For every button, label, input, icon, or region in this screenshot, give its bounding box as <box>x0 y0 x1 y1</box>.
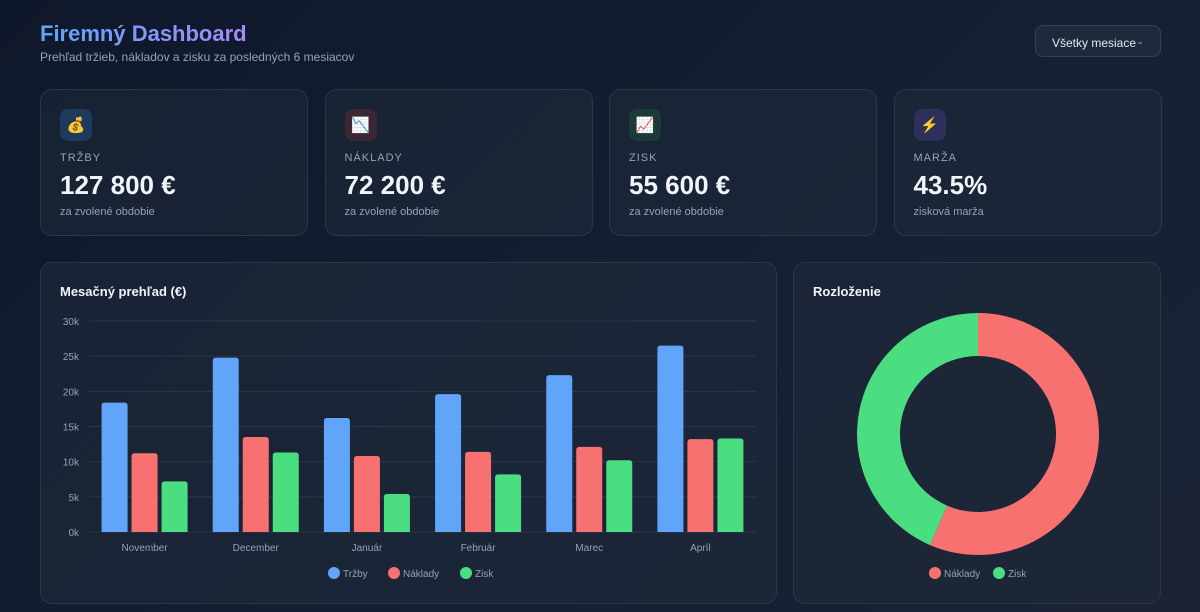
y-tick-label: 0k <box>68 528 80 539</box>
legend-label[interactable]: Tržby <box>343 569 368 580</box>
kpi-value: 43.5% <box>913 170 988 200</box>
legend-swatch <box>460 567 472 579</box>
legend-label[interactable]: Zisk <box>1008 569 1027 580</box>
bar-zisk[interactable] <box>717 438 744 532</box>
kpi-note: zisková marža <box>913 206 984 218</box>
bar-zisk[interactable] <box>272 452 299 532</box>
legend-swatch <box>328 567 340 579</box>
page-title: Firemný Dashboard <box>40 21 247 46</box>
legend-swatch <box>388 567 400 579</box>
legend-label[interactable]: Náklady <box>403 569 439 580</box>
x-tick-label: Apríl <box>690 543 711 554</box>
bar-náklady[interactable] <box>687 439 714 532</box>
bar-zisk[interactable] <box>606 460 633 532</box>
month-filter-select[interactable]: Všetky mesiace ⌄ <box>1035 25 1161 57</box>
kpi-card-zisk: 📈 ZISK 55 600 € za zvolené obdobie <box>609 89 877 236</box>
legend-swatch <box>993 567 1005 579</box>
x-tick-label: November <box>122 543 169 554</box>
kpi-label: ZISK <box>629 152 658 164</box>
monthly-overview-panel: Mesačný prehľad (€) 0k 5k 10k 15k 20k 25k 30k N… <box>40 262 777 604</box>
y-tick-label: 5k <box>68 493 80 504</box>
kpi-label: NÁKLADY <box>344 152 403 164</box>
kpi-note: za zvolené obdobie <box>629 206 724 218</box>
chevron-down-icon: ⌄ <box>1136 36 1144 46</box>
month-filter-value: Všetky mesiace <box>1052 36 1137 50</box>
kpi-label: MARŽA <box>913 152 957 164</box>
lightning-icon: ⚡ <box>913 109 946 141</box>
chart-down-icon: 📉 <box>344 109 377 141</box>
x-tick-label: Marec <box>575 543 603 554</box>
x-tick-label: December <box>233 543 280 554</box>
bar-tržby[interactable] <box>212 357 239 532</box>
y-tick-label: 30k <box>63 317 80 328</box>
kpi-value: 127 800 € <box>60 170 176 200</box>
bar-tržby[interactable] <box>435 394 462 532</box>
legend-label[interactable]: Náklady <box>944 569 980 580</box>
kpi-label: TRŽBY <box>60 152 102 164</box>
kpi-note: za zvolené obdobie <box>60 206 155 218</box>
bar-tržby[interactable] <box>323 418 350 532</box>
kpi-card-náklady: 📉 NÁKLADY 72 200 € za zvolené obdobie <box>324 89 593 236</box>
legend-label[interactable]: Zisk <box>475 569 494 580</box>
y-tick-label: 25k <box>63 352 80 363</box>
bar-náklady[interactable] <box>576 446 603 532</box>
bar-náklady[interactable] <box>465 451 492 532</box>
bar-zisk[interactable] <box>161 481 188 532</box>
money-bag-icon: 💰 <box>60 109 92 141</box>
x-tick-label: Február <box>461 543 497 554</box>
donut-chart-title: Rozloženie <box>813 284 881 299</box>
page-subtitle: Prehľad tržieb, nákladov a zisku za posl… <box>40 50 355 64</box>
x-tick-label: Január <box>352 543 383 554</box>
y-tick-label: 20k <box>63 387 80 398</box>
y-tick-label: 15k <box>63 423 80 434</box>
bar-náklady[interactable] <box>242 437 269 532</box>
donut-chart: Náklady Zisk <box>857 313 1099 580</box>
legend-swatch <box>929 567 941 579</box>
y-tick-label: 10k <box>63 458 80 469</box>
bar-tržby[interactable] <box>546 375 573 532</box>
donut-slice-zisk[interactable] <box>857 313 978 546</box>
kpi-card-tržby: 💰 TRŽBY 127 800 € za zvolené obdobie <box>40 89 308 236</box>
bar-chart: 0k 5k 10k 15k 20k 25k 30k November December Januá… <box>63 317 756 580</box>
bar-tržby[interactable] <box>101 402 128 532</box>
bar-zisk[interactable] <box>495 474 522 532</box>
bar-zisk[interactable] <box>383 494 410 532</box>
bar-tržby[interactable] <box>657 345 684 532</box>
distribution-panel: Rozloženie Náklady Zisk <box>793 262 1161 604</box>
bar-chart-title: Mesačný prehľad (€) <box>60 284 187 299</box>
bar-náklady[interactable] <box>131 453 158 532</box>
kpi-note: za zvolené obdobie <box>344 206 440 218</box>
donut-slice-náklady[interactable] <box>929 313 1099 555</box>
kpi-card-marža: ⚡ MARŽA 43.5% zisková marža <box>893 89 1162 236</box>
kpi-value: 72 200 € <box>344 170 446 200</box>
bar-náklady[interactable] <box>353 456 380 532</box>
kpi-value: 55 600 € <box>629 170 731 200</box>
chart-up-icon: 📈 <box>629 109 661 141</box>
